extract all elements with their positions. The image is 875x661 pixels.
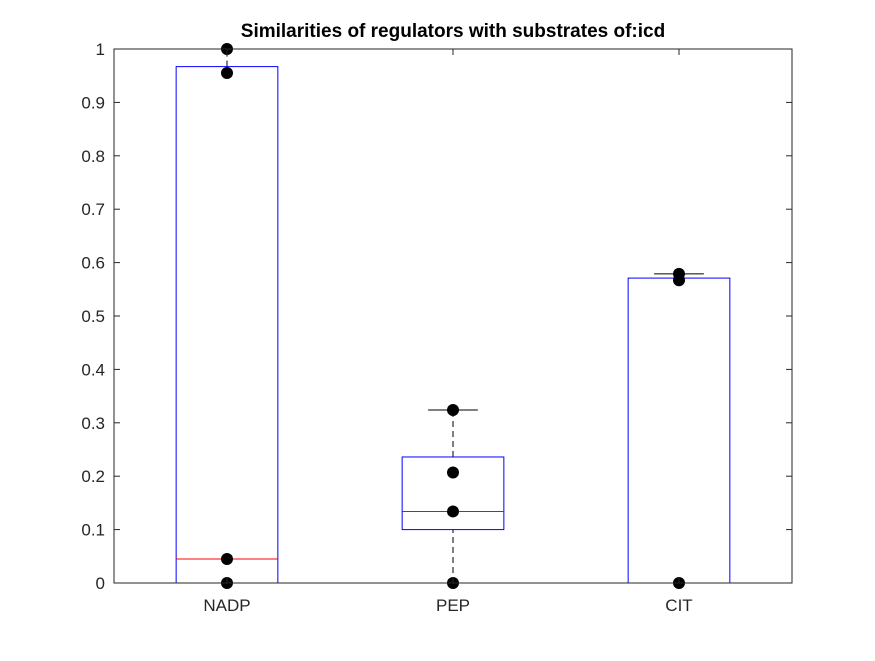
y-tick-label: 0.7 — [81, 200, 105, 219]
chart-title: Similarities of regulators with substrat… — [241, 21, 665, 42]
box-group-cit — [627, 267, 731, 589]
box — [627, 277, 731, 584]
y-tick-label: 0.1 — [81, 521, 105, 540]
box — [175, 66, 279, 584]
data-point — [673, 267, 685, 280]
x-tick-label: NADP — [203, 596, 250, 615]
y-tick-label: 0.6 — [81, 254, 105, 273]
y-tick-label: 0 — [96, 574, 105, 593]
y-axis: 0 0.1 0.2 0.3 0.4 0.5 0.6 0.7 0.8 0.9 1 — [81, 40, 792, 593]
box-group-pep — [401, 403, 505, 589]
box — [401, 456, 505, 531]
y-tick-label: 1 — [96, 40, 105, 59]
axes-frame — [113, 48, 793, 584]
y-tick-label: 0.9 — [81, 93, 105, 112]
y-tick-label: 0.4 — [81, 360, 105, 379]
data-point — [447, 505, 459, 518]
data-point — [221, 552, 233, 565]
y-tick-label: 0.5 — [81, 307, 105, 326]
x-tick-label: PEP — [436, 596, 470, 615]
data-point — [447, 403, 459, 416]
x-axis: NADP PEP CIT — [203, 49, 693, 615]
y-tick-label: 0.3 — [81, 414, 105, 433]
plot-area — [175, 43, 731, 589]
x-tick-label: CIT — [665, 596, 692, 615]
y-tick-label: 0.2 — [81, 467, 105, 486]
y-tick-label: 0.8 — [81, 147, 105, 166]
data-point — [221, 67, 233, 80]
data-point — [447, 466, 459, 479]
box-group-nadp — [175, 43, 279, 589]
